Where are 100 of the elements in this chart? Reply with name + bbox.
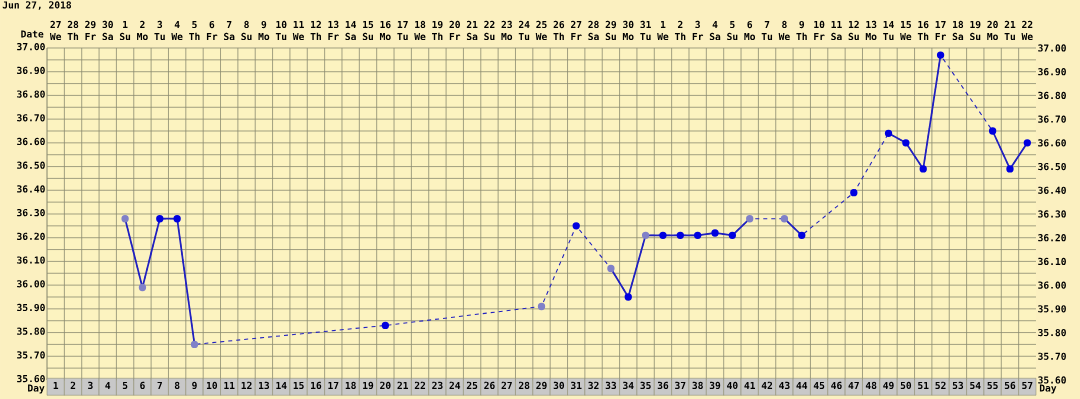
x-tick-label: 35 (640, 381, 651, 390)
x-tick-label: 19 (363, 381, 374, 390)
y-tick-label: 36.20 (17, 232, 45, 240)
x-tick-label: 17 (328, 381, 339, 389)
x-tick-label: 50 (900, 381, 912, 390)
y2-tick-label: 36.20 (1038, 234, 1066, 242)
y-tick-label: 36.60 (17, 137, 45, 146)
x-tick-label: 29 (536, 381, 547, 390)
text: 27 (570, 20, 582, 28)
x-tick-label: 1 (53, 381, 59, 389)
text: Sa (345, 32, 356, 41)
x-tick-label: 54 (970, 381, 981, 390)
text: We (49, 32, 62, 41)
x-tick-label: 51 (918, 381, 929, 390)
text: Sa (588, 32, 599, 41)
text: 29 (85, 20, 96, 29)
x-tick-label: 23 (432, 381, 443, 390)
text: 17 (397, 20, 408, 28)
point (607, 264, 615, 273)
y-tick-label: 36.90 (17, 66, 45, 75)
text: Th (553, 32, 564, 40)
y-tick-label: 36.70 (17, 114, 45, 122)
text: 30 (623, 20, 634, 29)
text: 19 (970, 20, 981, 29)
y-tick-label: 35.80 (17, 327, 45, 335)
text: Tu (1004, 32, 1015, 41)
y-tick-label: 36.40 (17, 185, 45, 193)
y2-tick-label: 35.70 (1038, 352, 1066, 360)
y-tick-label: 36.30 (17, 208, 45, 217)
x-tick-label: 32 (588, 381, 599, 390)
y2-tick-label: 37.00 (1038, 44, 1066, 52)
text: Mo (744, 32, 756, 41)
text: Tu (518, 32, 530, 41)
x-tick-label: 25 (466, 381, 478, 390)
point (746, 215, 754, 223)
text: 6 (747, 20, 753, 29)
text: Sa (102, 32, 113, 41)
text: 9 (799, 20, 805, 29)
text: 21 (466, 20, 478, 28)
x-tick-label: 4 (105, 381, 111, 389)
x-tick-label: 52 (935, 381, 946, 390)
text: 20 (449, 20, 460, 29)
y2-tick-label: 35.80 (1038, 328, 1066, 337)
text: 15 (363, 20, 374, 29)
text: We (657, 32, 669, 41)
text: Th (796, 32, 807, 40)
x-tick-label: 13 (259, 381, 270, 390)
text: 15 (900, 20, 911, 29)
text: 28 (588, 20, 599, 29)
text: 8 (782, 20, 787, 29)
point (902, 139, 910, 147)
text: Sa (224, 32, 235, 41)
x-tick-label: 47 (848, 381, 859, 389)
text: Su (484, 32, 495, 41)
text: Mo (501, 32, 513, 41)
text: 2 (677, 20, 683, 28)
text: Su (970, 32, 981, 41)
y2-tick-label: 36.10 (1038, 257, 1066, 266)
x-tick-label: 45 (813, 381, 825, 390)
x-tick-label: 53 (952, 381, 964, 390)
point (676, 231, 684, 239)
x-tick-label: 44 (796, 381, 808, 389)
x-tick-label: 57 (1022, 381, 1033, 390)
text: We (778, 32, 790, 41)
text: We (292, 32, 304, 41)
point (381, 321, 390, 330)
x-tick-label: 3 (88, 381, 93, 390)
x2-axis-title: Date (21, 30, 44, 38)
text: We (414, 32, 426, 41)
text: Day (1039, 384, 1057, 394)
x-tick-label: 21 (397, 381, 409, 389)
text: Tu (154, 32, 165, 41)
x-tick-label: 15 (293, 381, 304, 390)
text: Fr (449, 32, 461, 40)
text: 20 (987, 20, 998, 29)
x-tick-label: 14 (276, 381, 287, 389)
text: 16 (918, 20, 929, 29)
x-tick-label: 18 (345, 381, 356, 390)
text: 1 (123, 20, 128, 28)
text: 3 (157, 20, 163, 29)
text: 9 (261, 20, 267, 29)
text: Tu (761, 32, 773, 41)
text: 29 (605, 20, 617, 29)
point (936, 51, 945, 59)
x-tick-label: 38 (692, 381, 703, 390)
text: Th (189, 32, 200, 40)
x-tick-label: 12 (241, 381, 252, 389)
text: Fr (328, 32, 339, 40)
point (121, 215, 129, 223)
x-tick-label: 22 (414, 381, 426, 389)
text: 11 (831, 20, 842, 28)
point (659, 231, 667, 239)
text: Mo (865, 32, 877, 41)
x-tick-label: 10 (206, 381, 218, 390)
y2-tick-label: 36.90 (1038, 68, 1066, 76)
x-tick-label: 16 (311, 381, 322, 390)
x-tick-label: 56 (1004, 381, 1016, 390)
text: 3 (695, 20, 700, 29)
text: Fr (692, 32, 704, 40)
text: 22 (1022, 20, 1033, 28)
